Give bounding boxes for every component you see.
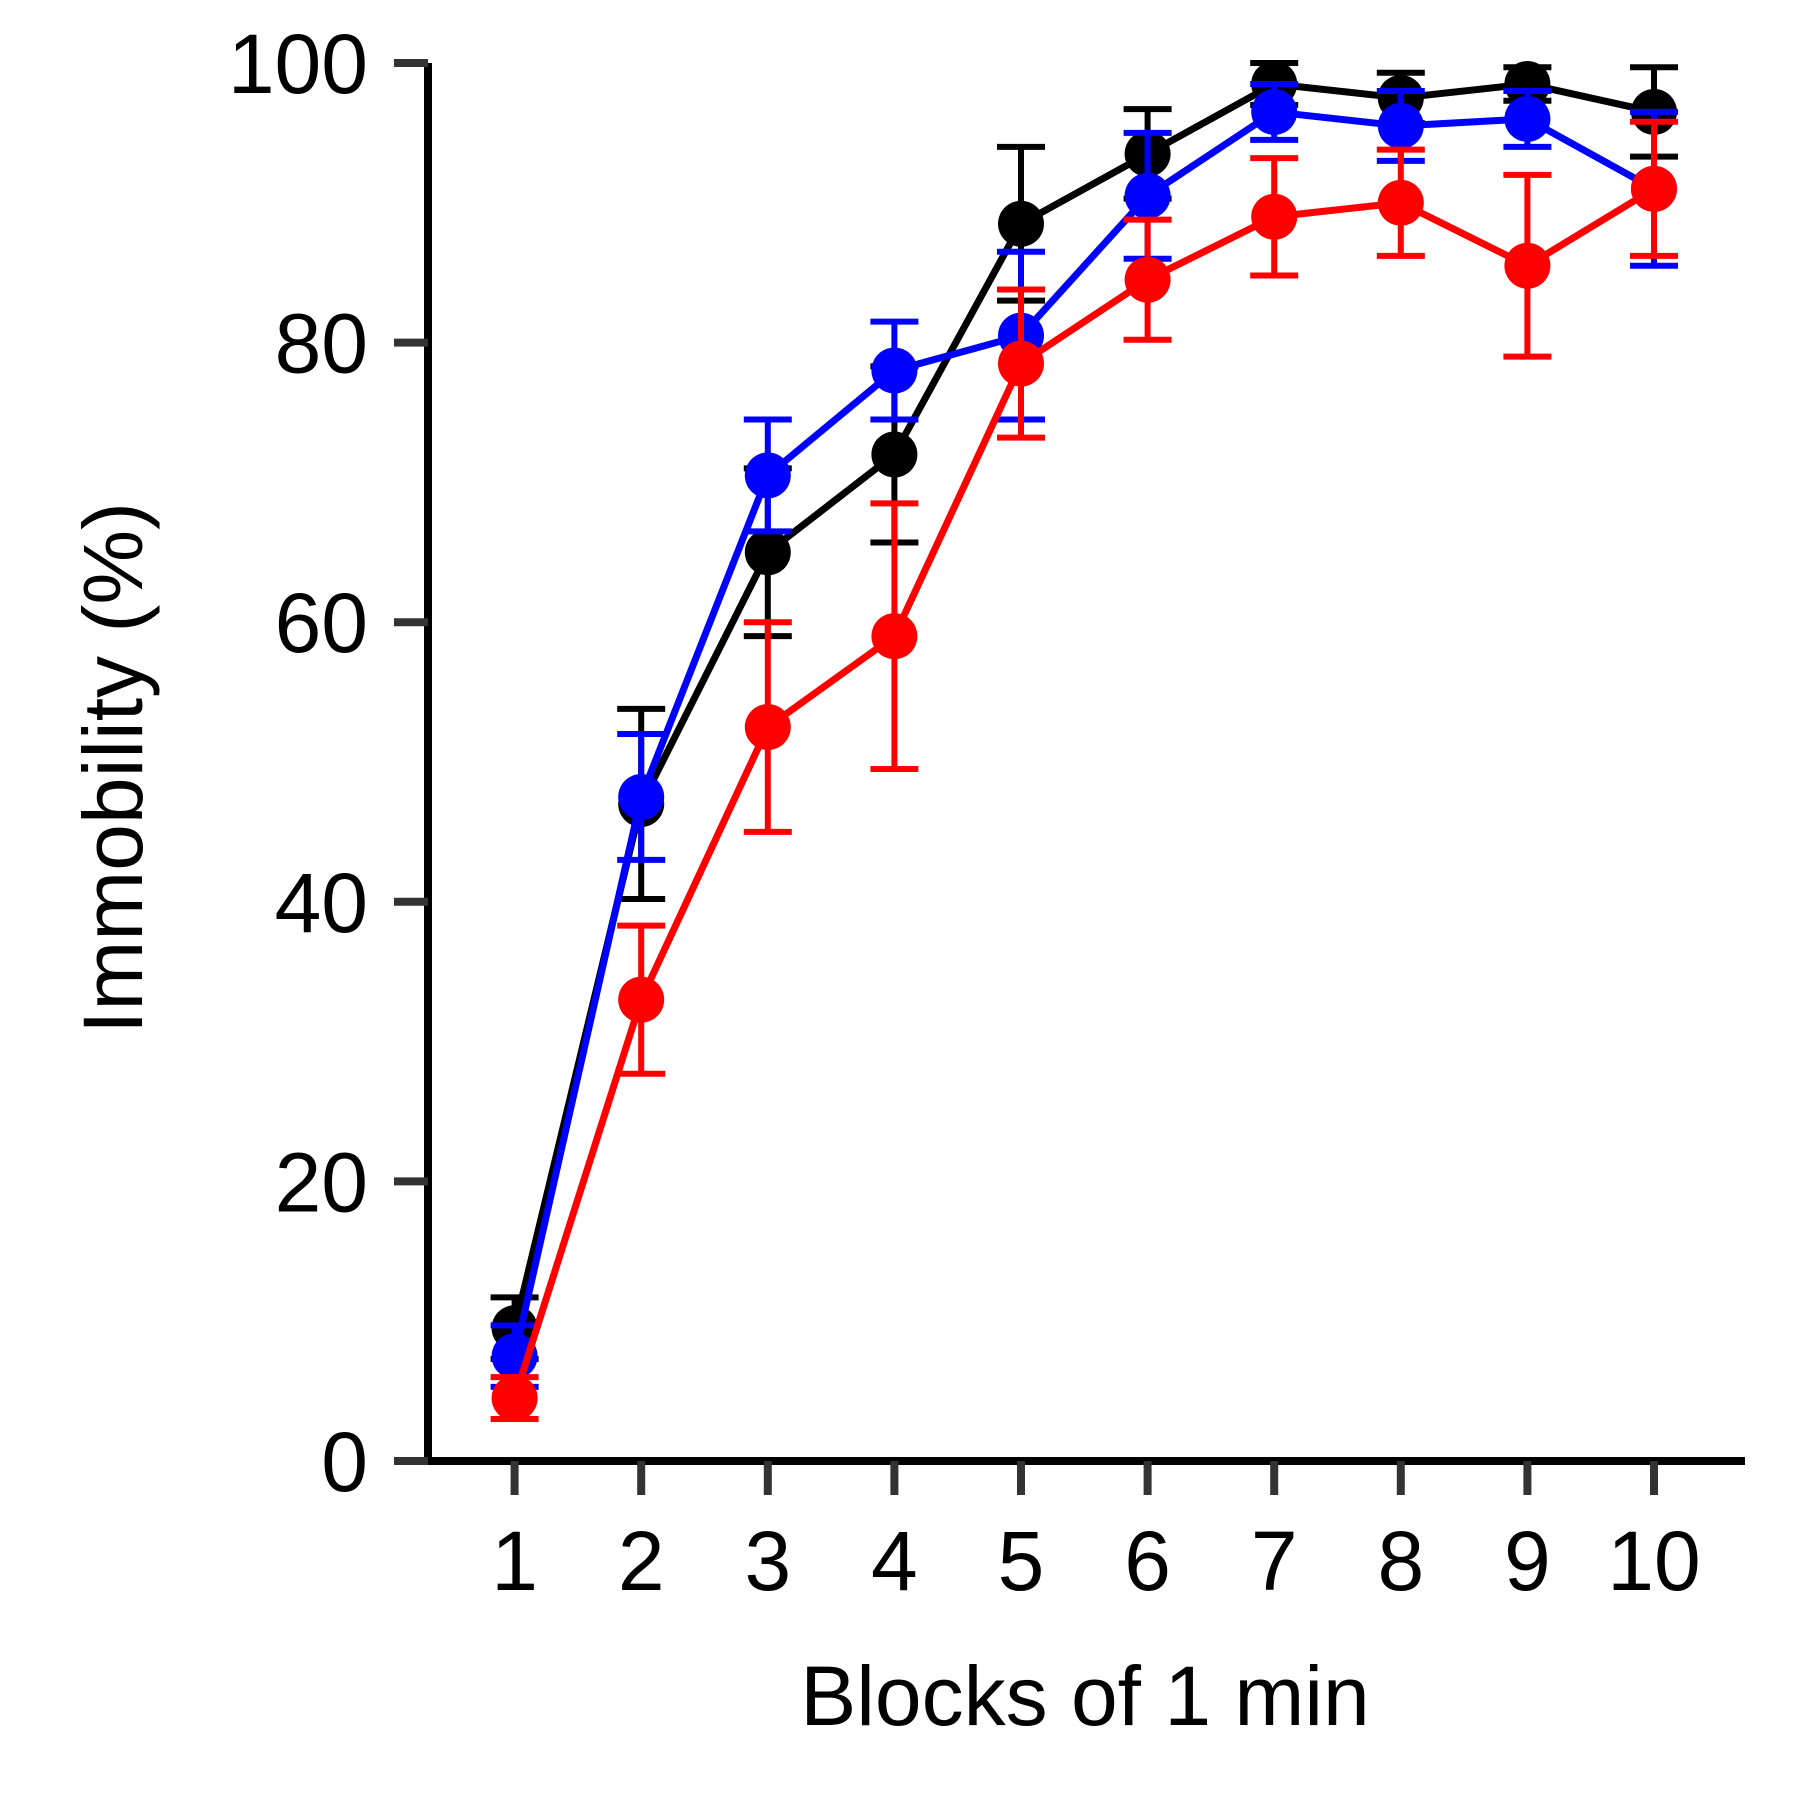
x-axis-title: Blocks of 1 min — [800, 1649, 1370, 1743]
data-point — [1504, 60, 1551, 107]
x-tick-label: 3 — [744, 1514, 791, 1608]
x-tick-label: 4 — [871, 1514, 918, 1608]
data-point — [871, 431, 918, 478]
data-point — [618, 773, 665, 820]
data-point — [744, 529, 791, 576]
x-tick-label: 5 — [998, 1514, 1045, 1608]
axes: 0 20 40 60 80 100 1 2 3 4 5 6 7 8 9 10 — [228, 17, 1745, 1608]
y-tick-label: 80 — [275, 297, 368, 391]
series-3 — [490, 118, 1678, 1423]
data-point — [1251, 88, 1298, 135]
x-tick-label: 8 — [1377, 1514, 1424, 1608]
x-tick-label: 2 — [618, 1514, 665, 1608]
data-point — [871, 347, 918, 394]
y-tick-label: 0 — [321, 1415, 368, 1509]
y-tick-label: 20 — [275, 1135, 368, 1229]
x-tick-label: 1 — [491, 1514, 538, 1608]
data-point — [618, 976, 665, 1023]
data-point — [744, 704, 791, 751]
data-point — [1377, 179, 1424, 226]
x-tick-label: 10 — [1607, 1514, 1700, 1608]
x-tick-label: 9 — [1504, 1514, 1551, 1608]
data-point — [998, 340, 1044, 387]
y-tick-label: 40 — [275, 856, 368, 950]
series-layer — [490, 60, 1678, 1423]
y-tick-label: 60 — [275, 576, 368, 670]
x-tick-label: 6 — [1124, 1514, 1171, 1608]
series-line — [511, 80, 1655, 1330]
data-point — [1504, 95, 1551, 142]
data-point — [1631, 165, 1677, 212]
data-point — [1124, 172, 1171, 219]
data-point — [1504, 242, 1551, 289]
data-point — [1251, 193, 1298, 240]
data-point — [871, 613, 918, 660]
series-2 — [490, 80, 1678, 1390]
x-tick-label: 7 — [1251, 1514, 1298, 1608]
y-axis-title: Immobility (%) — [66, 502, 160, 1034]
series-line — [511, 108, 1656, 1357]
y-tick-label: 100 — [228, 17, 368, 111]
data-point — [1124, 256, 1171, 303]
data-point — [744, 452, 791, 499]
data-point — [491, 1375, 538, 1422]
series-line — [511, 185, 1656, 1400]
data-point — [1377, 102, 1424, 149]
labels-layer: Blocks of 1 min Immobility (%) — [66, 502, 1370, 1743]
data-point — [998, 200, 1044, 247]
